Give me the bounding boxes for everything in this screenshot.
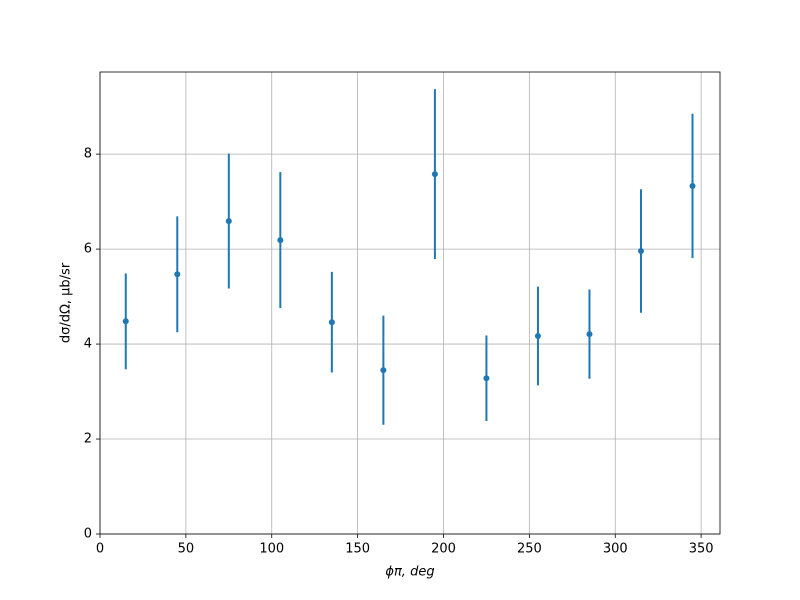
x-tick-label: 150: [345, 542, 370, 557]
x-tick-label: 100: [259, 542, 284, 557]
y-tick-label: 4: [84, 337, 92, 352]
y-axis-label: dσ/dΩ, μb/sr: [59, 262, 74, 343]
x-tick-label: 200: [431, 542, 456, 557]
y-tick-label: 8: [84, 147, 92, 162]
data-point: [225, 218, 232, 225]
data-point: [277, 237, 284, 244]
data-point: [483, 375, 490, 382]
plot-frame: [99, 71, 721, 535]
y-tick-label: 0: [84, 527, 92, 542]
x-axis-label: ϕπ, deg: [385, 565, 434, 580]
data-point: [689, 182, 696, 189]
x-tick-label: 0: [96, 542, 104, 557]
data-point: [534, 333, 541, 339]
data-point: [586, 331, 593, 338]
data-point: [174, 271, 181, 278]
x-tick-label: 250: [517, 542, 542, 557]
data-point: [380, 367, 387, 374]
x-tick-label: 50: [178, 542, 195, 557]
data-point: [122, 318, 129, 325]
x-tick-label: 300: [603, 542, 628, 557]
data-point: [431, 171, 438, 178]
data-point: [328, 319, 335, 326]
y-tick-label: 6: [84, 242, 92, 257]
x-tick-label: 350: [689, 542, 714, 557]
y-tick-label: 2: [84, 432, 92, 447]
data-point: [637, 248, 644, 255]
